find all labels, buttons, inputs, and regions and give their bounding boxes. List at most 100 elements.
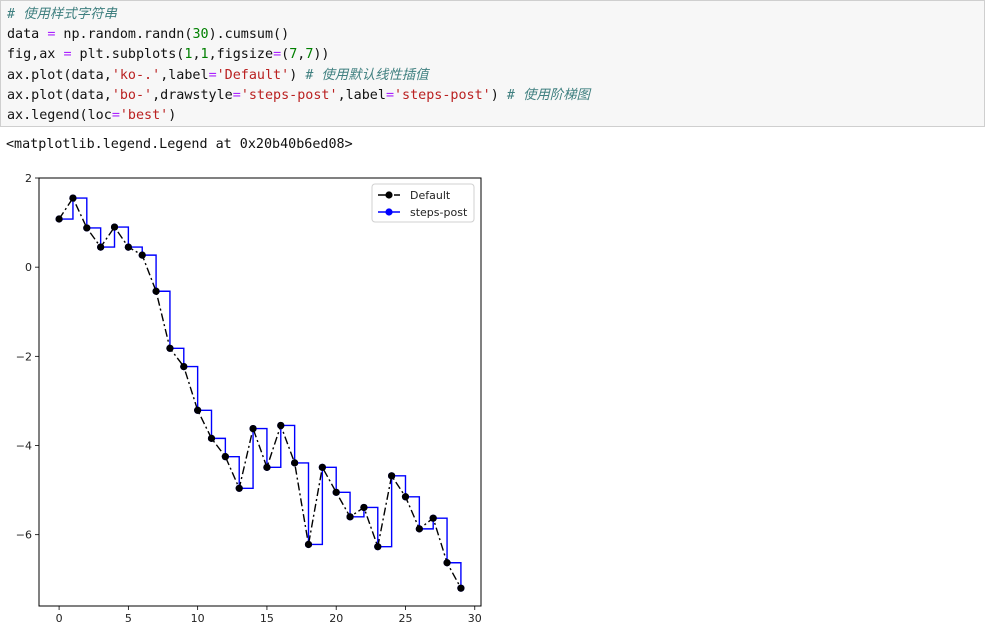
default-point [457, 584, 465, 592]
code-token: ) [289, 67, 306, 83]
code-line: # 使用样式字符串 [7, 7, 117, 22]
default-point [388, 472, 396, 480]
legend-label: steps-post [410, 206, 468, 219]
code-token: 'steps-post' [394, 87, 491, 103]
code-token: , [297, 47, 306, 63]
code-token: 'ko-.' [111, 67, 161, 83]
plot-series [55, 194, 465, 592]
code-token: = [273, 47, 282, 63]
default-point [429, 514, 437, 522]
series-default [55, 194, 465, 592]
code-token: )) [313, 47, 330, 63]
default-point [401, 493, 410, 501]
code-token: ,label [160, 67, 209, 83]
axes-frame [38, 177, 482, 607]
y-tick-label: −2 [16, 350, 32, 363]
code-token: ,drawstyle [152, 87, 233, 103]
default-point [194, 406, 202, 414]
code-token: 'steps-post' [240, 87, 338, 103]
code-token: plt.subplots( [71, 47, 185, 63]
code-token: 'Default' [216, 67, 290, 83]
cell-output-text: <matplotlib.legend.Legend at 0x20b40b6ed… [6, 137, 353, 152]
y-tick-label: −4 [16, 440, 32, 453]
default-point [207, 434, 216, 442]
steps-post-line [59, 197, 462, 589]
x-tick-label: 15 [260, 612, 274, 625]
code-line: data = np.random.randn(30).cumsum() [7, 27, 289, 42]
code-line: ax.legend(loc='best') [7, 108, 176, 123]
y-tick-label: 0 [25, 261, 32, 274]
code-token: np.random.randn( [55, 27, 193, 43]
code-token: = [63, 47, 72, 63]
default-point [291, 459, 299, 467]
code-token: = [111, 108, 120, 124]
default-point [69, 194, 77, 202]
code-token: ax.legend(loc [7, 108, 112, 124]
code-token: 1 [200, 47, 209, 63]
code-token: ,label [337, 87, 386, 103]
x-tick-label: 0 [56, 612, 63, 625]
default-point [166, 344, 174, 352]
y-tick-label: −6 [16, 529, 32, 542]
code-token: # 使用默认线性插值 [305, 67, 429, 83]
code-cell[interactable]: # 使用样式字符串 data = np.random.randn(30).cum… [0, 0, 985, 127]
code-token: ,figsize [208, 47, 274, 63]
default-point [443, 559, 451, 567]
code-token: = [208, 67, 217, 83]
x-tick-label: 25 [398, 612, 412, 625]
default-point [360, 503, 368, 512]
default-point [374, 543, 382, 551]
legend-marker [385, 191, 393, 199]
x-tick-label: 10 [191, 612, 205, 625]
code-token: ) [168, 108, 177, 124]
default-point [235, 484, 243, 492]
default-point [415, 525, 423, 533]
legend: Default steps-post [371, 183, 475, 223]
default-point [152, 287, 160, 295]
x-tick-label: 5 [125, 612, 132, 625]
code-token: # 使用阶梯图 [506, 87, 590, 103]
default-point [55, 215, 63, 223]
code-token: ).cumsum() [208, 27, 290, 43]
code-token: 7 [305, 47, 314, 63]
code-token: ) [490, 87, 507, 103]
code-token: = [47, 27, 56, 43]
code-token: 'best' [119, 108, 169, 124]
code-token: ax.plot(data, [7, 67, 112, 83]
x-axis: 0 5 10 15 20 25 30 [56, 606, 482, 625]
x-tick-label: 20 [329, 612, 343, 625]
code-token: fig,ax [7, 47, 64, 63]
code-token: , [192, 47, 201, 63]
code-token: 'bo-' [111, 87, 153, 103]
default-point [277, 421, 285, 430]
plot-area [38, 177, 482, 607]
code-token: 1 [184, 47, 193, 63]
default-point [346, 513, 354, 521]
code-token: = [385, 87, 394, 103]
code-line: ax.plot(data,'bo-',drawstyle='steps-post… [7, 88, 590, 103]
legend-marker [385, 208, 393, 216]
default-point [97, 243, 105, 251]
code-token: = [232, 87, 241, 103]
default-point [318, 463, 326, 471]
default-point [138, 251, 146, 259]
code-token: data [7, 27, 48, 43]
code-token: # 使用样式字符串 [7, 7, 117, 22]
default-point [221, 453, 229, 461]
default-point [249, 424, 257, 433]
x-tick-label: 30 [468, 612, 482, 625]
code-token: ax.plot(data, [7, 87, 112, 103]
code-line: fig,ax = plt.subplots(1,1,figsize=(7,7)) [7, 47, 330, 62]
code-token: 30 [192, 27, 209, 43]
default-point [124, 243, 132, 251]
y-axis: 2 0 −2 −4 −6 [16, 172, 39, 542]
code-editor[interactable]: # 使用样式字符串 data = np.random.randn(30).cum… [7, 5, 590, 126]
default-point [83, 224, 91, 232]
y-tick-label: 2 [25, 172, 32, 185]
code-token: 7 [289, 47, 298, 63]
default-point [110, 223, 119, 231]
code-line: ax.plot(data,'ko-.',label='Default') # 使… [7, 68, 429, 83]
default-point [304, 540, 313, 549]
default-point [332, 488, 340, 496]
